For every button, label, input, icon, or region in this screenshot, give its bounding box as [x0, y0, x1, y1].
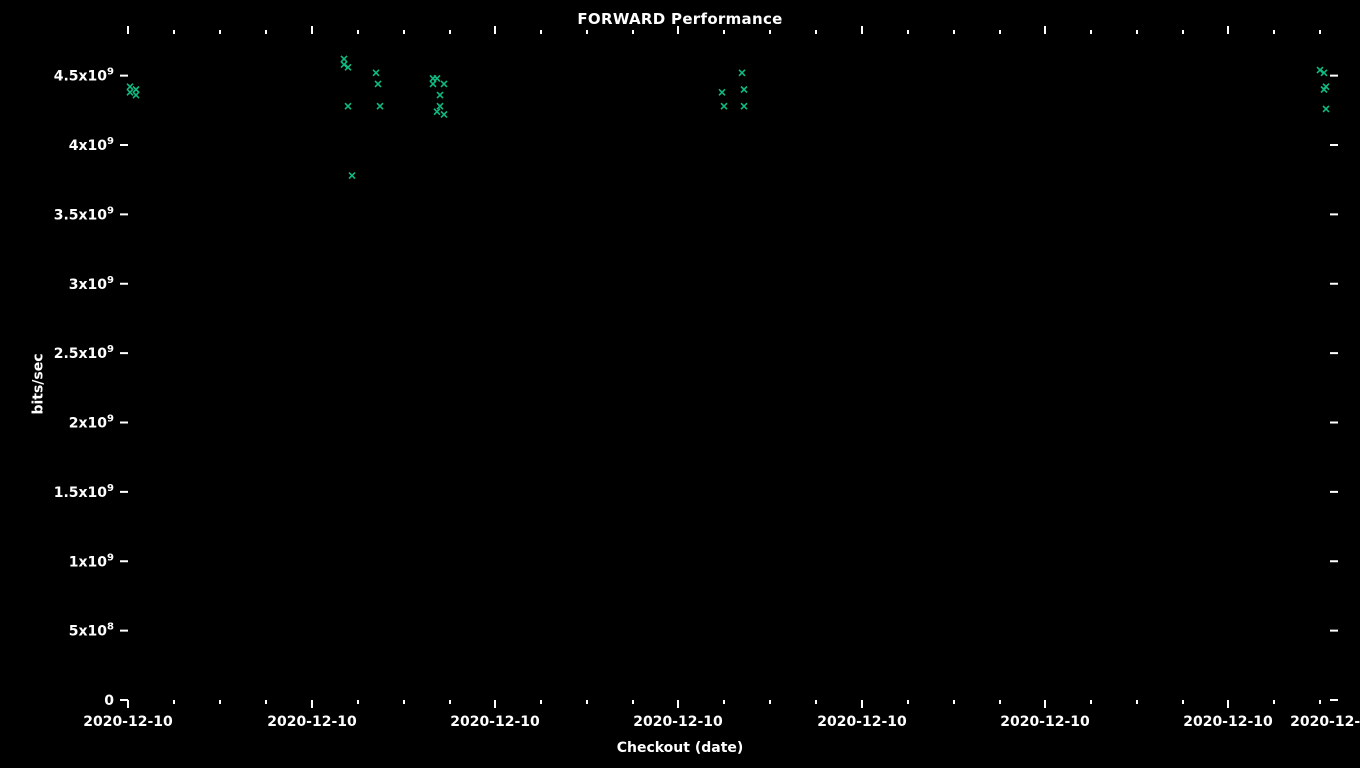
- data-point: [434, 75, 440, 81]
- x-tick-label: 2020-12-10: [633, 714, 723, 730]
- data-point: [345, 103, 351, 109]
- data-point: [719, 89, 725, 95]
- data-point: [739, 70, 745, 76]
- plot-svg: 0 5x108 1x109 1.5x109 2x109 2.5x109 3x109 3.5x1…: [0, 0, 1360, 768]
- data-point: [349, 173, 355, 179]
- y-tick-label: 4x109: [69, 136, 114, 154]
- data-point: [437, 92, 443, 98]
- x-tick-label: 2020-12-10: [1183, 714, 1273, 730]
- x-tick-label: 2020-12-10: [450, 714, 540, 730]
- x-tick-label: 2020-12-10: [1000, 714, 1090, 730]
- x-tick-label: 2020-12-10: [83, 714, 173, 730]
- data-point: [441, 111, 447, 117]
- y-tick-label: 3.5x109: [54, 205, 114, 223]
- data-point: [430, 81, 436, 87]
- y-tick-label: 0: [104, 693, 114, 709]
- y-tick-label: 4.5x109: [54, 67, 114, 85]
- data-point: [377, 103, 383, 109]
- data-point: [1323, 106, 1329, 112]
- data-point: [133, 87, 139, 93]
- y-tick-label: 1.5x109: [54, 483, 114, 501]
- data-point: [741, 87, 747, 93]
- x-tick-label: 2020-12-10: [817, 714, 907, 730]
- x-tick-label: 2020-12-1: [1290, 714, 1360, 730]
- data-point: [375, 81, 381, 87]
- data-point: [437, 103, 443, 109]
- x-tick-label: 2020-12-10: [267, 714, 357, 730]
- data-point: [133, 92, 139, 98]
- y-tick-label: 2x109: [69, 414, 114, 432]
- y-tick-label: 1x109: [69, 552, 114, 570]
- data-point: [373, 70, 379, 76]
- data-point: [1323, 84, 1329, 90]
- data-point: [127, 89, 133, 95]
- y-tick-label: 2.5x109: [54, 344, 114, 362]
- data-point: [127, 84, 133, 90]
- data-point: [721, 103, 727, 109]
- data-point: [341, 56, 347, 62]
- data-point: [441, 81, 447, 87]
- y-tick-label: 3x109: [69, 275, 114, 293]
- scatter-chart: FORWARD Performance bits/sec Checkout (d…: [0, 0, 1360, 768]
- data-point: [741, 103, 747, 109]
- y-tick-label: 5x108: [69, 622, 114, 640]
- data-point: [434, 109, 440, 115]
